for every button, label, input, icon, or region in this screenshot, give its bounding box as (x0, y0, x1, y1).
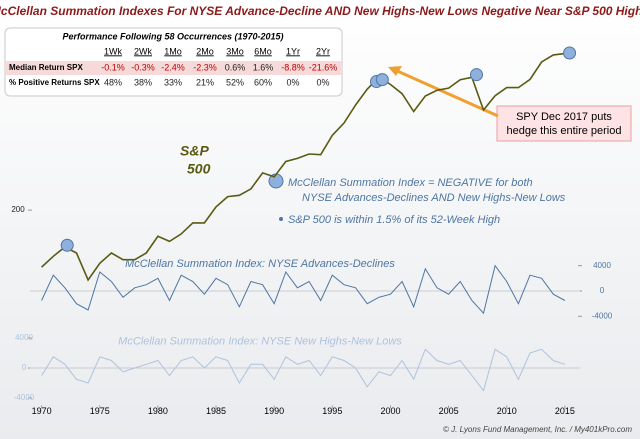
callout-arrowhead (388, 66, 402, 76)
table-column: 2Yr (316, 46, 330, 56)
table-cell: -2.3% (193, 62, 217, 72)
series-line (41, 264, 566, 315)
table-row-label: % Positive Returns SPX (9, 78, 100, 87)
table-cell: -8.8% (281, 62, 305, 72)
y-tick-label: 0 (22, 363, 27, 372)
table-cell: -0.1% (101, 62, 125, 72)
legend-text: NYSE Advances-Declines AND New Highs-New… (302, 192, 566, 204)
y-tick-label: 200 (11, 205, 25, 214)
table-cell: 21% (196, 77, 214, 87)
table-column: 2Mo (196, 46, 214, 56)
table-cell: -2.4% (161, 62, 185, 72)
occurrence-marker (60, 238, 74, 252)
occurrence-marker (563, 46, 577, 60)
occurrence-marker (470, 68, 484, 82)
annotation: 500 (187, 161, 211, 177)
callout-text: SPY Dec 2017 puts (516, 111, 612, 123)
x-tick-label: 2005 (439, 406, 459, 416)
table-cell: 0% (316, 77, 329, 87)
table-column: 6Mo (254, 46, 272, 56)
table-row-bg (6, 61, 341, 75)
x-tick-label: 2010 (497, 406, 517, 416)
table-cell: 1.6% (253, 62, 274, 72)
table-cell: 0.6% (225, 62, 246, 72)
x-tick-label: 1980 (148, 406, 168, 416)
x-tick-label: 1985 (206, 406, 226, 416)
chart-title: McClellan Summation Indexes For NYSE Adv… (0, 4, 640, 18)
table-column: 1Mo (164, 46, 182, 56)
y-tick-label: 4000 (593, 261, 611, 270)
table-row-label: Median Return SPX (9, 63, 83, 72)
y-tick-label: -4000 (14, 393, 35, 402)
x-tick-label: 1975 (90, 406, 110, 416)
table-cell: 60% (254, 77, 272, 87)
table-cell: 33% (164, 77, 182, 87)
panel-label: McClellan Summation Index: NYSE Advances… (125, 258, 395, 270)
y-tick-label: 0 (600, 286, 605, 295)
x-tick-label: 1995 (322, 406, 342, 416)
series-line (41, 52, 565, 282)
panel-label: McClellan Summation Index: NYSE New High… (118, 335, 402, 347)
table-column: 1Yr (286, 46, 300, 56)
y-tick-label: -4000 (592, 311, 613, 320)
callout-arrow (394, 68, 499, 118)
table-cell: 52% (226, 77, 244, 87)
x-tick-label: 1970 (32, 406, 52, 416)
x-tick-label: 2015 (555, 406, 575, 416)
table-cell: -21.6% (309, 62, 338, 72)
table-cell: 0% (286, 77, 299, 87)
occurrence-marker (375, 73, 389, 87)
callout-text: hedge this entire period (507, 125, 622, 137)
table-cell: 38% (134, 77, 152, 87)
x-tick-label: 1990 (264, 406, 284, 416)
legend-text: McClellan Summation Index = NEGATIVE for… (288, 177, 533, 189)
table-column: 1Wk (104, 46, 123, 56)
table-cell: 48% (104, 77, 122, 87)
legend-bullet (279, 217, 283, 221)
legend-text: S&P 500 is within 1.5% of its 52-Week Hi… (288, 214, 500, 226)
y-tick-label: 4000 (15, 333, 33, 342)
annotation: S&P (180, 143, 209, 159)
series-line (41, 348, 566, 392)
callout-box (496, 105, 632, 142)
table-title: Performance Following 58 Occurrences (19… (62, 31, 283, 41)
footer: © J. Lyons Fund Management, Inc. / My401… (443, 425, 632, 434)
x-tick-label: 2000 (380, 406, 400, 416)
table-column: 2Wk (134, 46, 153, 56)
table-column: 3Mo (226, 46, 244, 56)
table-cell: -0.3% (131, 62, 155, 72)
